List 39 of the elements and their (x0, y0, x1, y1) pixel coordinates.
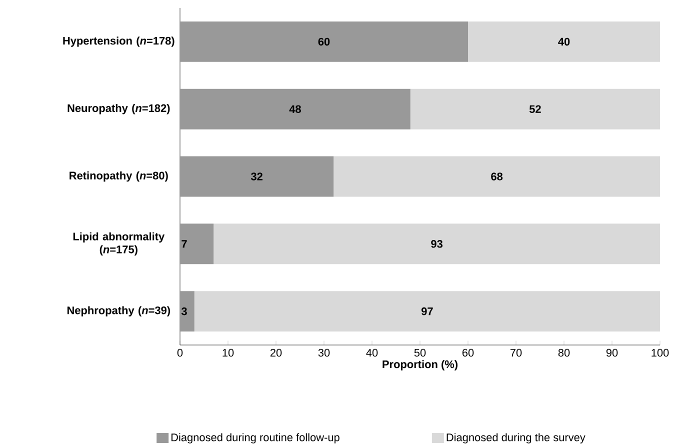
bar (410, 88, 660, 130)
y-tick-label: Nephropathy (n=39) (67, 306, 170, 316)
data-label: 60 (318, 38, 330, 46)
y-tick-label: Hypertension (n=178) (63, 36, 174, 47)
data-label: 52 (529, 105, 541, 113)
y-tick-label: Lipid abnormality (n=175) (73, 232, 165, 256)
x-tick-label: 20 (270, 348, 282, 357)
bar (180, 156, 334, 197)
y-tick-label: Retinopathy (n=80) (70, 171, 168, 182)
legend-label: Diagnosed during routine follow-up (171, 433, 340, 444)
bar (194, 291, 660, 332)
x-tick-label: 100 (652, 348, 669, 357)
x-tick-label: 60 (462, 348, 474, 357)
x-tick-label: 40 (366, 348, 378, 357)
bar (468, 21, 660, 62)
data-label: 3 (181, 307, 187, 316)
x-tick-label: 70 (510, 348, 522, 357)
x-tick-label: 0 (177, 348, 183, 357)
bar (180, 21, 468, 62)
legend-label: Diagnosed during the survey (446, 433, 586, 444)
x-tick-label: 80 (558, 348, 570, 357)
data-label: 32 (250, 172, 262, 180)
bar (214, 224, 660, 264)
x-tick-label: 90 (606, 348, 618, 357)
data-label: 93 (431, 240, 443, 248)
data-label: 68 (491, 172, 503, 180)
x-tick-label: 10 (222, 348, 234, 357)
bar (180, 224, 214, 264)
data-label: 48 (289, 105, 301, 113)
x-axis-title: Proportion (%) (382, 360, 458, 370)
bar (180, 291, 194, 332)
x-tick-label: 30 (318, 348, 330, 357)
x-tick-label: 50 (414, 348, 426, 357)
data-label: 40 (558, 38, 570, 46)
y-tick-label: Neuropathy (n=182) (68, 104, 170, 114)
data-label: 7 (182, 240, 187, 248)
data-label: 97 (421, 307, 433, 316)
bar (334, 156, 660, 197)
bar (180, 88, 410, 130)
